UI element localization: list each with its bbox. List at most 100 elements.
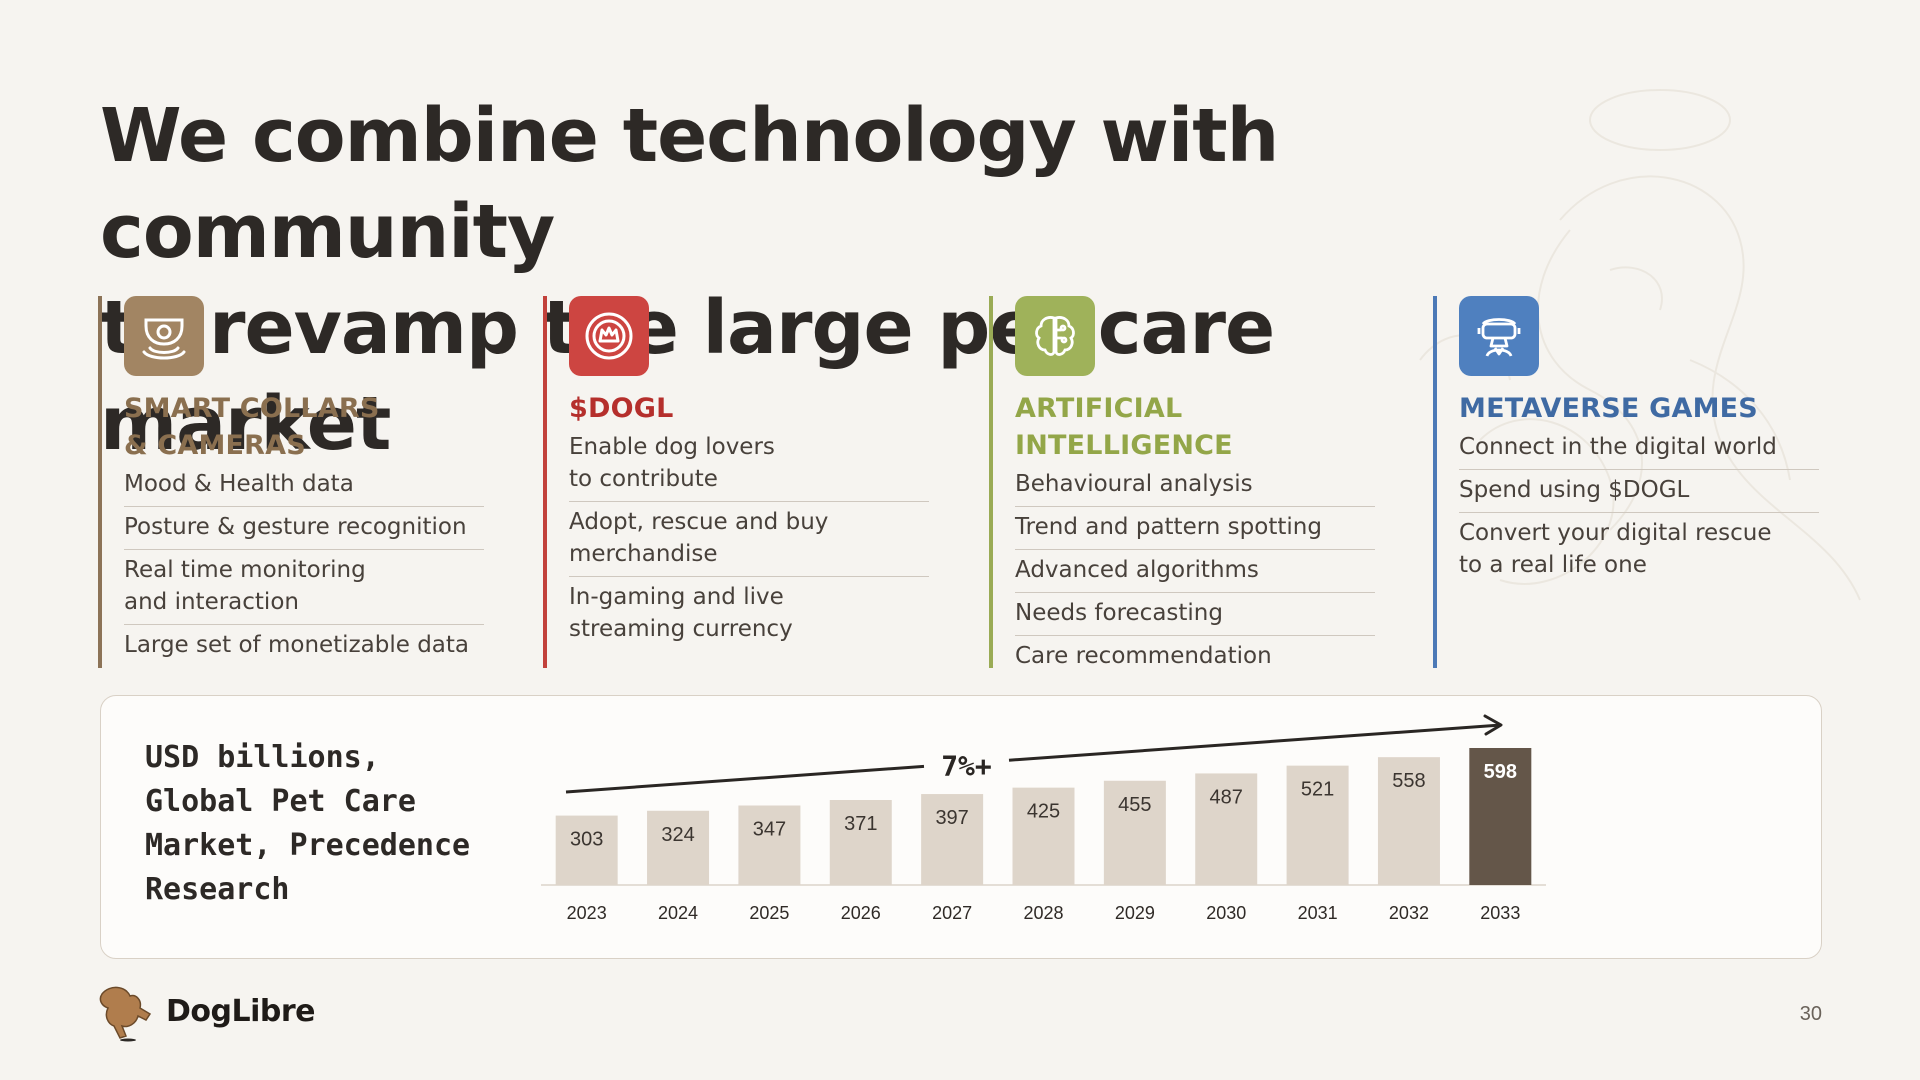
title-line: ARTIFICIAL [1015, 393, 1183, 424]
bar-value-label: 397 [935, 807, 968, 829]
bar [1195, 773, 1258, 885]
item-line: merchandise [569, 541, 718, 567]
trend-arrowhead [1483, 714, 1503, 736]
item-line: Enable dog lovers [569, 434, 775, 460]
feature-list: Mood & Health data Posture & gesture rec… [124, 464, 484, 667]
item-line: Large set of monetizable data [124, 632, 469, 658]
list-item: Enable dog lovers to contribute [569, 427, 929, 502]
item-line: Convert your digital rescue [1459, 520, 1772, 546]
feature-title: METAVERSE GAMES [1459, 390, 1833, 427]
feature-artificial-intelligence: ARTIFICIAL INTELLIGENCE Behavioural anal… [989, 296, 1409, 669]
feature-list: Connect in the digital world Spend using… [1459, 427, 1819, 587]
feature-dogl-token: $DOGL Enable dog lovers to contribute Ad… [543, 296, 943, 668]
bar [1103, 780, 1166, 885]
item-line: Needs forecasting [1015, 600, 1223, 626]
list-item: Mood & Health data [124, 464, 484, 507]
item-line: Connect in the digital world [1459, 434, 1777, 460]
feature-title: $DOGL [569, 390, 943, 427]
trend-label: 7%+ [941, 749, 992, 782]
security-camera-icon [124, 296, 204, 376]
bar-value-label: 598 [1484, 761, 1517, 783]
market-chart-card: USD billions, Global Pet Care Market, Pr… [100, 695, 1822, 959]
chart-title-line: Research [145, 872, 290, 907]
page-title: We combine technology with community to … [100, 88, 1420, 472]
list-item: Real time monitoring and interaction [124, 550, 484, 625]
list-item: Trend and pattern spotting [1015, 507, 1375, 550]
list-item: Large set of monetizable data [124, 625, 484, 667]
item-line: Behavioural analysis [1015, 471, 1253, 497]
feature-smart-collars: SMART COLLARS & CAMERAS Mood & Health da… [98, 296, 518, 668]
x-tick-label: 2025 [749, 903, 789, 923]
item-line: to contribute [569, 466, 718, 492]
list-item: In-gaming and live streaming currency [569, 577, 929, 651]
x-tick-label: 2029 [1115, 903, 1155, 923]
brain-network-icon [1015, 296, 1095, 376]
title-line: SMART COLLARS [124, 393, 380, 424]
x-tick-label: 2023 [567, 903, 607, 923]
item-line: Advanced algorithms [1015, 557, 1259, 583]
trend-line [1008, 723, 1502, 762]
item-line: Adopt, rescue and buy [569, 509, 829, 535]
bar-chart: 303 2023 324 2024 347 2025 371 2026 397 2027 425 20… [541, 714, 1546, 923]
brand-logo: DogLibre [96, 976, 316, 1046]
bar-value-label: 303 [570, 829, 603, 851]
item-line: Spend using $DOGL [1459, 477, 1690, 503]
title-line-1: We combine technology with community [100, 93, 1279, 275]
page-number: 30 [1799, 1003, 1822, 1025]
bar-value-label: 371 [844, 813, 877, 835]
feature-title: ARTIFICIAL INTELLIGENCE [1015, 390, 1409, 464]
list-item: Connect in the digital world [1459, 427, 1819, 470]
list-item: Adopt, rescue and buy merchandise [569, 502, 929, 577]
token-crown-icon [569, 296, 649, 376]
x-tick-label: 2030 [1206, 903, 1246, 923]
x-tick-label: 2028 [1023, 903, 1063, 923]
item-line: and interaction [124, 589, 299, 615]
vr-headset-icon [1459, 296, 1539, 376]
dog-logo-icon [99, 986, 152, 1042]
list-item: Convert your digital rescue to a real li… [1459, 513, 1819, 587]
item-line: Trend and pattern spotting [1015, 514, 1322, 540]
feature-title: SMART COLLARS & CAMERAS [124, 390, 518, 464]
bar-value-label: 324 [661, 824, 694, 846]
bar [555, 815, 618, 885]
chart-title-line: Global Pet Care [145, 784, 416, 819]
x-tick-label: 2031 [1298, 903, 1338, 923]
feature-columns: SMART COLLARS & CAMERAS Mood & Health da… [98, 296, 1898, 669]
title-line: INTELLIGENCE [1015, 430, 1233, 461]
x-tick-label: 2024 [658, 903, 698, 923]
trend-line [565, 764, 925, 794]
item-line: Real time monitoring [124, 557, 366, 583]
bar [1286, 765, 1349, 885]
bar [1377, 757, 1440, 885]
brand-name: DogLibre [166, 993, 316, 1029]
item-line: to a real life one [1459, 552, 1647, 578]
bar-value-label: 521 [1301, 779, 1334, 801]
bar [1012, 787, 1075, 885]
list-item: Care recommendation [1015, 636, 1375, 678]
bar [1469, 748, 1532, 885]
list-item: Advanced algorithms [1015, 550, 1375, 593]
bar [647, 810, 710, 885]
item-line: In-gaming and live [569, 584, 784, 610]
title-line: & CAMERAS [124, 430, 306, 461]
chart-title-line: Market, Precedence [145, 828, 471, 863]
bar-value-label: 487 [1210, 786, 1243, 808]
bar [829, 800, 892, 885]
list-item: Spend using $DOGL [1459, 470, 1819, 513]
x-tick-label: 2033 [1480, 903, 1520, 923]
feature-list: Enable dog lovers to contribute Adopt, r… [569, 427, 929, 651]
title-line: $DOGL [569, 393, 674, 424]
x-tick-label: 2026 [841, 903, 881, 923]
x-tick-label: 2032 [1389, 903, 1429, 923]
feature-list: Behavioural analysis Trend and pattern s… [1015, 464, 1375, 678]
chart-title-line: USD billions, [145, 740, 380, 775]
item-line: Posture & gesture recognition [124, 514, 467, 540]
bar-value-label: 425 [1027, 801, 1060, 823]
bar [921, 794, 984, 885]
chart-title: USD billions, Global Pet Care Market, Pr… [145, 736, 475, 912]
item-line: Mood & Health data [124, 471, 354, 497]
list-item: Posture & gesture recognition [124, 507, 484, 550]
feature-metaverse-games: METAVERSE GAMES Connect in the digital w… [1433, 296, 1833, 668]
title-line: METAVERSE GAMES [1459, 393, 1758, 424]
